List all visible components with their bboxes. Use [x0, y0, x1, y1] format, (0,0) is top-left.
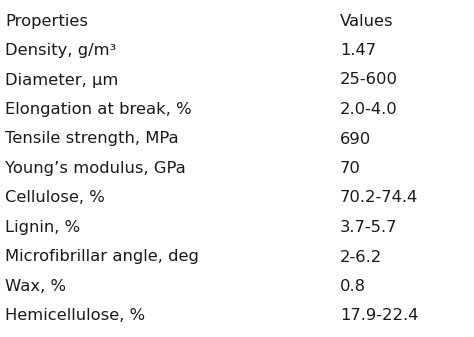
Text: Density, g/m³: Density, g/m³ [5, 43, 116, 58]
Text: Diameter, μm: Diameter, μm [5, 72, 118, 88]
Text: 70.2-74.4: 70.2-74.4 [340, 190, 418, 206]
Text: 1.47: 1.47 [340, 43, 376, 58]
Text: Cellulose, %: Cellulose, % [5, 190, 105, 206]
Text: 17.9-22.4: 17.9-22.4 [340, 308, 419, 324]
Text: Wax, %: Wax, % [5, 279, 66, 294]
Text: Values: Values [340, 14, 393, 29]
Text: Elongation at break, %: Elongation at break, % [5, 102, 191, 117]
Text: Hemicellulose, %: Hemicellulose, % [5, 308, 145, 324]
Text: Young’s modulus, GPa: Young’s modulus, GPa [5, 161, 186, 176]
Text: 3.7-5.7: 3.7-5.7 [340, 220, 398, 235]
Text: Tensile strength, MPa: Tensile strength, MPa [5, 131, 179, 147]
Text: Properties: Properties [5, 14, 88, 29]
Text: Lignin, %: Lignin, % [5, 220, 80, 235]
Text: 25-600: 25-600 [340, 72, 398, 88]
Text: Microfibrillar angle, deg: Microfibrillar angle, deg [5, 249, 199, 265]
Text: 690: 690 [340, 131, 371, 147]
Text: 70: 70 [340, 161, 361, 176]
Text: 0.8: 0.8 [340, 279, 366, 294]
Text: 2.0-4.0: 2.0-4.0 [340, 102, 398, 117]
Text: 2-6.2: 2-6.2 [340, 249, 382, 265]
